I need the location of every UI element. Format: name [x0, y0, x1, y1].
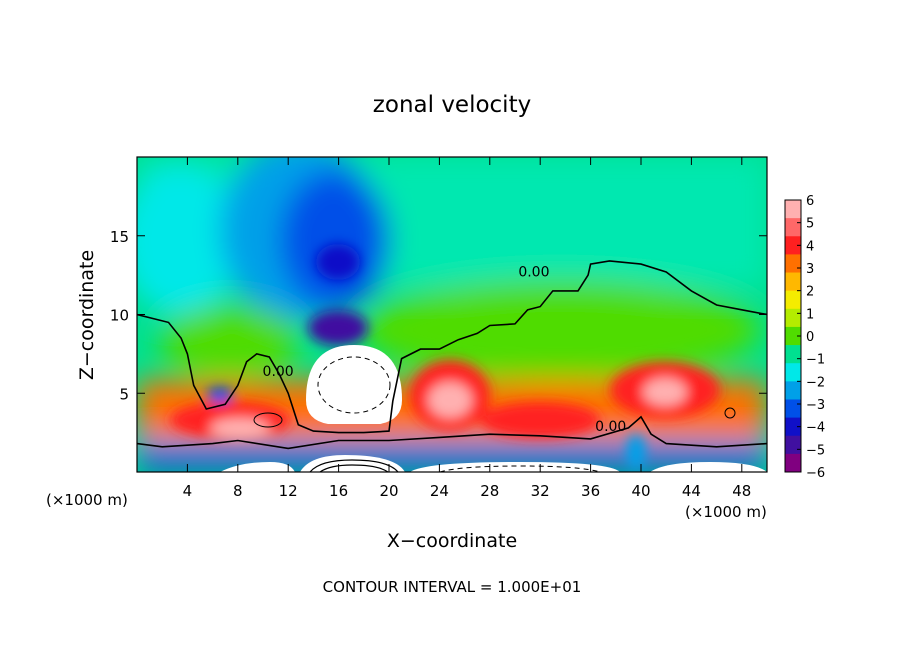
colorbar-label-6: 0 [806, 330, 814, 345]
colorbar-swatch-1 [785, 218, 801, 237]
x-tick-label-4: 20 [379, 482, 398, 500]
contour-label-1: 0.00 [263, 364, 294, 380]
x-axis: 4 8 12 16 20 24 28 32 36 40 44 48 [183, 157, 751, 500]
contour-base-2 [319, 464, 389, 472]
contour-small-loop [253, 412, 283, 428]
colorbar-label-1: 5 [806, 217, 814, 232]
chart-title: zonal velocity [373, 92, 531, 118]
colorbar-swatch-6 [785, 308, 801, 328]
colorbar-label-8: −2 [806, 375, 825, 390]
colorbar-swatch-11 [785, 399, 801, 419]
contour-dot [724, 407, 736, 419]
colorbar-swatch-7 [785, 326, 801, 346]
field-saturated-blob [306, 345, 402, 424]
field-pink-a [428, 382, 472, 418]
colorbar-label-11: −5 [806, 443, 825, 458]
field-blue-core [280, 170, 390, 310]
x-tick-label-11: 48 [732, 482, 751, 500]
x-tick-label-1: 8 [233, 482, 243, 500]
colorbar-labels: 6 5 4 3 2 1 0 −1 −2 −3 −4 −5 −6 [797, 194, 825, 481]
field-saturated-base-b [410, 462, 620, 472]
field-deep-blue [316, 244, 360, 280]
contour-labels: 0.00 0.00 0.00 [263, 265, 627, 435]
colorbar-swatch-3 [785, 254, 801, 274]
colorbar-swatch-8 [785, 345, 801, 364]
field-cyan-spot [626, 434, 646, 470]
y-tick-label-1: 10 [110, 307, 129, 325]
dashed-contour-blob [317, 356, 391, 414]
colorbar-label-3: 3 [806, 262, 814, 277]
field-pink-c [210, 418, 270, 438]
x-unit-right: (×1000 m) [685, 503, 767, 521]
contour-base-1 [309, 459, 399, 472]
contour-interval-note: CONTOUR INTERVAL = 1.000E+01 [323, 578, 582, 596]
y-tick-label-0: 5 [119, 385, 129, 403]
x-tick-label-9: 40 [631, 482, 650, 500]
colorbar-swatch-9 [785, 363, 801, 382]
colorbar-label-5: 1 [806, 307, 814, 322]
field-red-core-b [480, 402, 600, 438]
heatmap-field [137, 157, 767, 472]
x-tick-label-5: 24 [430, 482, 449, 500]
field-saturated-base-c [650, 462, 767, 472]
colorbar-label-12: −6 [806, 466, 825, 481]
x-tick-label-7: 32 [531, 482, 550, 500]
field-pink-b [643, 378, 687, 406]
colorbar-label-7: −1 [806, 353, 825, 368]
field-cyan-band [137, 440, 767, 454]
colorbar-label-10: −4 [806, 421, 825, 436]
colorbar-swatch-5 [785, 290, 801, 310]
x-tick-label-3: 16 [329, 482, 348, 500]
field-green-left [160, 305, 300, 375]
colorbar-label-9: −3 [806, 398, 825, 413]
dashed-contour-base [439, 465, 601, 472]
x-tick-label-8: 36 [581, 482, 600, 500]
colorbar-swatch-0 [785, 200, 801, 219]
field-green-right [360, 280, 760, 380]
y-axis: 5 10 15 [110, 228, 767, 403]
colorbar-swatch-2 [785, 236, 801, 255]
x-tick-label-2: 12 [279, 482, 298, 500]
contour-label-2: 0.00 [595, 419, 626, 435]
colorbar-label-0: 6 [806, 194, 814, 209]
x-tick-label-10: 44 [682, 482, 701, 500]
x-axis-label: X−coordinate [387, 530, 517, 552]
x-tick-label-6: 28 [480, 482, 499, 500]
colorbar-swatch-14 [785, 453, 801, 473]
colorbar-swatch-4 [785, 272, 801, 292]
colorbar-swatch-12 [785, 417, 801, 437]
field-saturated-base-d [220, 462, 295, 472]
zero-contour-upper [137, 260, 767, 434]
colorbar-swatch-13 [785, 435, 801, 455]
x-tick-label-0: 4 [183, 482, 193, 500]
field-blue-spot [206, 387, 234, 403]
x-unit-left: (×1000 m) [46, 491, 128, 509]
colorbar-swatch-10 [785, 381, 801, 400]
contour-label-0: 0.00 [518, 265, 549, 281]
y-tick-label-2: 15 [110, 228, 129, 246]
colorbar-label-4: 2 [806, 285, 814, 300]
zero-contour-lower [137, 415, 767, 450]
field-cyan-left [137, 165, 240, 315]
y-axis-label: Z−coordinate [76, 250, 98, 380]
field-blue-band [137, 454, 767, 472]
colorbar-label-2: 4 [806, 239, 814, 254]
field-purple-spot [308, 310, 368, 346]
